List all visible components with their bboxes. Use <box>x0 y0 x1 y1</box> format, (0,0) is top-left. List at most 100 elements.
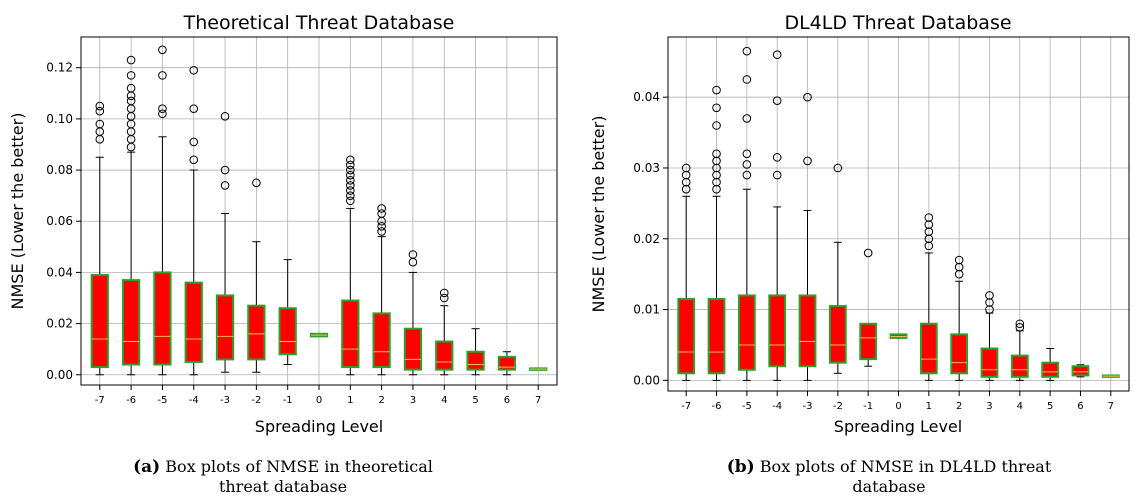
x-tick-label: 4 <box>441 395 447 406</box>
x-tick-label: -5 <box>157 395 167 406</box>
caption-b: (b) Box plots of NMSE in DL4LD threat da… <box>724 457 1054 497</box>
x-tick-label: -4 <box>189 395 199 406</box>
box-iqr <box>92 275 108 367</box>
x-tick-label: 6 <box>1077 401 1083 412</box>
chart-1-title: DL4LD Threat Database <box>784 12 1011 34</box>
x-tick-label: 3 <box>986 401 992 412</box>
box-iqr <box>951 334 967 373</box>
box-iqr <box>467 352 483 370</box>
x-tick-label: 2 <box>956 401 962 412</box>
chart-theoretical: 0.000.020.040.060.080.100.12 -7 -6 -5 -4 -3-… <box>8 12 557 436</box>
caption-b-tag: (b) <box>727 457 755 477</box>
y-tick-label: 0.10 <box>46 112 73 126</box>
box-iqr <box>373 313 389 367</box>
y-tick-label: 0.00 <box>46 368 73 382</box>
x-tick-label: 5 <box>472 395 478 406</box>
box-1 <box>342 156 358 375</box>
y-tick-label: 0.04 <box>46 265 73 279</box>
box-iqr <box>499 357 515 370</box>
box-iqr <box>186 283 202 362</box>
box-iqr <box>678 299 694 373</box>
x-tick-label: -1 <box>863 401 873 412</box>
y-tick-label: 0.02 <box>633 232 660 246</box>
x-tick-label: 7 <box>1108 401 1114 412</box>
box-iqr <box>709 299 725 373</box>
caption-a: (a) Box plots of NMSE in theoretical thr… <box>118 457 448 497</box>
box-iqr <box>800 295 816 366</box>
chart-0-grid <box>81 37 557 385</box>
box-iqr <box>1073 366 1089 375</box>
box-0 <box>311 334 327 337</box>
box-4 <box>436 289 452 375</box>
x-tick-label: -7 <box>95 395 105 406</box>
box-iqr <box>830 306 846 363</box>
box-iqr <box>280 308 296 354</box>
y-tick-label: 0.12 <box>46 61 73 75</box>
box--1 <box>280 260 296 365</box>
x-tick-label: 1 <box>347 395 353 406</box>
box--4 <box>186 66 202 374</box>
x-tick-label: -6 <box>712 401 722 412</box>
box-iqr <box>739 295 755 369</box>
x-tick-label: -3 <box>803 401 813 412</box>
x-tick-label: -2 <box>251 395 261 406</box>
box--7 <box>92 102 108 374</box>
box-iqr <box>248 306 264 360</box>
x-tick-label: 0 <box>895 401 901 412</box>
chart-0-y-axis-label: NMSE (Lower the better) <box>8 113 27 310</box>
x-tick-label: 3 <box>410 395 416 406</box>
x-tick-label: -2 <box>833 401 843 412</box>
x-tick-label: 5 <box>1047 401 1053 412</box>
box-iqr <box>860 324 876 359</box>
box-7 <box>1103 375 1119 377</box>
chart-0-x-axis-label: Spreading Level <box>255 417 383 436</box>
y-tick-label: 0.06 <box>46 214 73 228</box>
box-iqr <box>217 295 233 359</box>
box-iqr <box>921 324 937 374</box>
box-iqr <box>982 349 998 377</box>
box-iqr <box>769 295 785 366</box>
box-0 <box>891 334 907 338</box>
box-6 <box>499 352 515 375</box>
x-tick-label: 1 <box>926 401 932 412</box>
box-iqr <box>1012 356 1028 377</box>
y-tick-label: 0.01 <box>633 303 660 317</box>
caption-a-tag: (a) <box>133 457 160 477</box>
y-tick-label: 0.02 <box>46 317 73 331</box>
y-tick-label: 0.04 <box>633 90 660 104</box>
box--7 <box>678 164 694 380</box>
chart-1-x-ticks: -7 -6 -5 -4 -3 -2 -1 0 1 2 3 4 5 6 7 <box>681 391 1114 412</box>
x-tick-label: -6 <box>126 395 136 406</box>
box-5 <box>467 329 483 375</box>
caption-b-text: Box plots of NMSE in DL4LD threat databa… <box>760 457 1051 496</box>
caption-a-text: Box plots of NMSE in theoretical threat … <box>165 457 433 496</box>
box-iqr <box>123 280 139 364</box>
box-iqr <box>154 272 170 364</box>
chart-0-title: Theoretical Threat Database <box>183 12 455 34</box>
x-tick-label: 2 <box>378 395 384 406</box>
chart-0-y-ticks: 0.00 0.02 0.04 0.06 0.08 0.10 0.12 <box>46 61 81 382</box>
box-6 <box>1073 365 1089 377</box>
chart-dl4ld: 0.000.010.020.030.04 -7 -6 -5 -4 -3 -2 -1 0 1 2 3 4… <box>589 12 1129 436</box>
box-5 <box>1042 349 1058 381</box>
y-tick-label: 0.00 <box>633 373 660 387</box>
y-tick-label: 0.03 <box>633 161 660 175</box>
x-tick-label: 0 <box>316 395 322 406</box>
chart-0-x-ticks: -7 -6 -5 -4 -3 -2 -1 0 1 2 3 4 5 6 7 <box>95 385 542 406</box>
chart-1-y-axis-label: NMSE (Lower the better) <box>589 116 608 313</box>
box-iqr <box>342 301 358 368</box>
x-tick-label: 4 <box>1017 401 1023 412</box>
x-tick-label: -1 <box>283 395 293 406</box>
box-iqr <box>1042 363 1058 377</box>
x-tick-label: -7 <box>681 401 691 412</box>
box-7 <box>530 368 546 370</box>
x-tick-label: -4 <box>772 401 782 412</box>
box-iqr <box>436 342 452 370</box>
x-tick-label: 7 <box>535 395 541 406</box>
chart-1-y-ticks: 0.00 0.01 0.02 0.03 0.04 <box>633 90 668 387</box>
x-tick-label: -3 <box>220 395 230 406</box>
box-2 <box>373 205 389 375</box>
chart-1-x-axis-label: Spreading Level <box>834 417 962 436</box>
x-tick-label: 6 <box>504 395 510 406</box>
